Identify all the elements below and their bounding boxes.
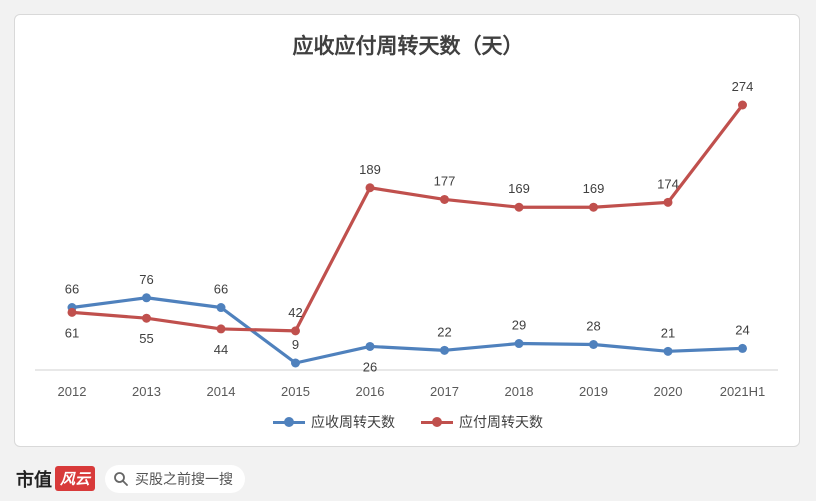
data-label: 28 bbox=[586, 319, 600, 334]
data-point bbox=[365, 341, 375, 351]
data-label: 26 bbox=[363, 359, 377, 374]
data-label: 21 bbox=[661, 325, 675, 340]
data-label: 42 bbox=[288, 305, 302, 320]
data-point bbox=[589, 340, 598, 350]
brand-mark: 风云 bbox=[55, 466, 96, 491]
x-tick-label: 2019 bbox=[579, 384, 608, 399]
x-tick-label: 2018 bbox=[505, 384, 534, 399]
data-point bbox=[216, 303, 226, 313]
data-point bbox=[514, 202, 524, 212]
data-label: 169 bbox=[508, 181, 530, 196]
search-text: 买股之前搜一搜 bbox=[135, 471, 234, 488]
data-point bbox=[589, 202, 598, 212]
legend: 应收周转天数 应付周转天数 bbox=[0, 412, 816, 432]
x-tick-label: 2017 bbox=[430, 384, 459, 399]
data-point bbox=[216, 324, 226, 334]
chart-title: 应收应付周转天数（天） bbox=[292, 34, 524, 58]
data-point bbox=[142, 293, 151, 303]
brand-logo: 市值 风云 bbox=[16, 466, 96, 492]
data-point bbox=[291, 326, 300, 336]
data-point bbox=[291, 358, 300, 368]
legend-label-receivable: 应收周转天数 bbox=[311, 415, 395, 431]
x-tick-label: 2013 bbox=[132, 384, 161, 399]
data-labels: 66 76 66 9 26 22 29 28 21 24 61 55 44 42 189 177 169 169 1… bbox=[65, 79, 754, 374]
data-label: 169 bbox=[583, 181, 605, 196]
data-label: 61 bbox=[65, 325, 79, 340]
data-point bbox=[514, 339, 524, 349]
data-label: 29 bbox=[512, 318, 526, 333]
footer-bar: 市值 风云 买股之前搜一搜 bbox=[0, 456, 816, 501]
data-label: 189 bbox=[359, 162, 381, 177]
chart-panel bbox=[14, 14, 800, 447]
search-box[interactable]: 买股之前搜一搜 bbox=[105, 464, 246, 493]
data-label: 177 bbox=[434, 173, 456, 188]
x-tick-label: 2012 bbox=[58, 384, 87, 399]
data-label: 55 bbox=[139, 331, 153, 346]
legend-label-payable: 应付周转天数 bbox=[459, 415, 543, 431]
x-tick-label: 2014 bbox=[207, 384, 236, 399]
x-tick-label: 2015 bbox=[281, 384, 310, 399]
x-axis: 2012 2013 2014 2015 2016 2017 2018 2019 2020 2021… bbox=[35, 369, 778, 399]
data-point bbox=[67, 307, 77, 317]
data-label: 22 bbox=[437, 324, 451, 339]
x-tick-label: 2016 bbox=[356, 384, 385, 399]
series-line-receivable bbox=[70, 296, 745, 365]
data-label: 174 bbox=[657, 176, 679, 191]
x-tick-label: 2021H1 bbox=[720, 384, 766, 399]
data-label: 24 bbox=[735, 322, 749, 337]
data-label: 9 bbox=[292, 337, 299, 352]
data-label: 76 bbox=[139, 272, 153, 287]
data-point bbox=[440, 194, 449, 204]
legend-swatch-payable bbox=[421, 417, 453, 427]
legend-item-payable: 应付周转天数 bbox=[421, 412, 543, 432]
data-point bbox=[142, 313, 151, 323]
data-point bbox=[663, 346, 673, 356]
x-tick-label: 2020 bbox=[654, 384, 683, 399]
series-layer bbox=[67, 100, 747, 368]
data-point bbox=[738, 100, 747, 110]
data-label: 66 bbox=[65, 282, 79, 297]
series-line-payable bbox=[70, 103, 745, 333]
data-label: 44 bbox=[214, 342, 228, 357]
legend-item-receivable: 应收周转天数 bbox=[273, 412, 395, 432]
search-icon bbox=[114, 471, 128, 486]
data-label: 274 bbox=[732, 79, 754, 94]
data-point bbox=[365, 183, 375, 193]
data-label: 66 bbox=[214, 282, 228, 297]
data-point bbox=[738, 343, 747, 353]
legend-swatch-receivable bbox=[273, 417, 305, 427]
data-point bbox=[663, 197, 673, 207]
data-point bbox=[440, 345, 449, 355]
brand-text: 市值 bbox=[16, 469, 52, 491]
